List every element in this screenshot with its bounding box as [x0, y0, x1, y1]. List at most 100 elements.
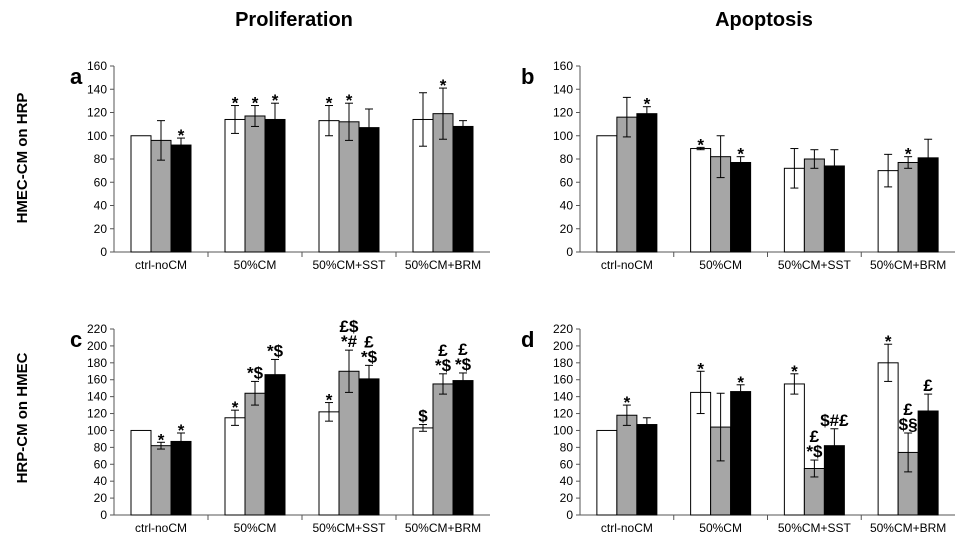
bar [452, 125, 474, 253]
panel-c: c 0 20 40 60 80 100 120 140 160 180 200 220 ctrl-noCM… [70, 317, 490, 535]
bar [730, 391, 752, 516]
bar [358, 378, 380, 516]
significance-label: £ [364, 332, 374, 351]
y-tick-label: 140 [553, 82, 573, 96]
y-tick-label: 140 [87, 82, 107, 96]
category-label: 50%CM+SST [312, 521, 386, 535]
significance-label: * [737, 145, 744, 164]
y-tick-label: 20 [94, 222, 108, 236]
y-tick-label: 80 [94, 440, 108, 454]
significance-label: * [697, 359, 704, 378]
row-label-top: HMEC-CM on HRP [14, 93, 31, 224]
y-tick-label: 220 [553, 322, 573, 336]
category-label: ctrl-noCM [601, 521, 653, 535]
category-label: 50%CM+BRM [870, 258, 946, 272]
bar [264, 374, 286, 516]
y-tick-label: 120 [553, 106, 573, 120]
significance-label: * [737, 373, 744, 392]
bar [224, 118, 246, 253]
y-tick-label: 80 [560, 440, 574, 454]
significance-label: *$ [247, 363, 264, 382]
significance-label: *$ [361, 347, 378, 366]
y-tick-label: 40 [560, 474, 574, 488]
significance-label: * [697, 135, 704, 154]
bar [596, 135, 618, 253]
y-tick-label: 200 [553, 339, 573, 353]
significance-label: *# [341, 332, 358, 351]
bar [338, 121, 360, 253]
bar [264, 118, 286, 253]
category-label: 50%CM+SST [778, 521, 852, 535]
proliferation-title: Proliferation [235, 9, 353, 31]
y-tick-label: 120 [87, 407, 107, 421]
panel-letter: c [70, 327, 82, 352]
bar [690, 148, 712, 253]
y-tick-label: 160 [87, 59, 107, 73]
significance-label: * [346, 91, 353, 110]
significance-label: £ [923, 376, 933, 395]
panel-d: d 0 20 40 60 80 100 120 140 160 180 200 220 ctrl-noCM… [521, 322, 955, 535]
category-label: 50%CM+BRM [405, 521, 481, 535]
bar [432, 383, 454, 516]
significance-label: * [326, 391, 333, 410]
y-tick-label: 100 [87, 129, 107, 143]
significance-label: * [644, 95, 651, 114]
bar [150, 445, 172, 516]
bar [412, 427, 434, 516]
category-label: 50%CM+SST [778, 258, 852, 272]
y-tick-label: 60 [560, 457, 574, 471]
bar [897, 161, 919, 253]
bar [636, 424, 658, 516]
significance-label: * [624, 393, 631, 412]
y-tick-label: 100 [87, 423, 107, 437]
panel-b: b 0 20 40 60 80 100 120 140 160 ctrl-noCM * 50%CM * * 5… [521, 59, 955, 272]
y-tick-label: 120 [553, 407, 573, 421]
y-tick-label: 0 [566, 508, 573, 522]
y-tick-label: 180 [553, 356, 573, 370]
bar [170, 144, 192, 253]
bar [783, 383, 805, 516]
y-tick-label: 120 [87, 106, 107, 120]
bar [318, 411, 340, 516]
y-tick-label: 0 [100, 508, 107, 522]
panel-letter: d [521, 327, 534, 352]
significance-label: * [158, 430, 165, 449]
category-label: ctrl-noCM [135, 258, 187, 272]
y-tick-label: 0 [566, 245, 573, 259]
y-tick-label: 140 [87, 390, 107, 404]
y-tick-label: 40 [560, 199, 574, 213]
significance-label: * [178, 421, 185, 440]
significance-label: * [885, 332, 892, 351]
bar [318, 120, 340, 253]
category-label: ctrl-noCM [601, 258, 653, 272]
y-tick-label: 80 [94, 152, 108, 166]
bar [596, 429, 618, 516]
panel-a: a 0 20 40 60 80 100 120 140 160 ctrl-noCM * 50%CM * * *… [70, 59, 490, 272]
category-label: 50%CM+BRM [405, 258, 481, 272]
significance-label: * [178, 126, 185, 145]
category-label: 50%CM+SST [312, 258, 386, 272]
category-label: ctrl-noCM [135, 521, 187, 535]
bar [170, 440, 192, 516]
panel-letter: a [70, 64, 83, 89]
bar [877, 362, 899, 516]
y-tick-label: 80 [560, 152, 574, 166]
y-tick-label: 100 [553, 423, 573, 437]
bar [244, 115, 266, 253]
significance-label: * [326, 94, 333, 113]
y-tick-label: 100 [553, 129, 573, 143]
bar [636, 113, 658, 253]
y-tick-label: 140 [553, 390, 573, 404]
significance-label: * [272, 91, 279, 110]
significance-label: * [252, 94, 259, 113]
y-tick-label: 60 [94, 175, 108, 189]
significance-label: *$ [267, 341, 284, 360]
y-tick-label: 20 [94, 491, 108, 505]
y-tick-label: 20 [560, 491, 574, 505]
significance-label: £ [458, 340, 468, 359]
y-tick-label: 60 [94, 457, 108, 471]
category-label: 50%CM [699, 258, 742, 272]
y-tick-label: 0 [100, 245, 107, 259]
bar [244, 392, 266, 516]
